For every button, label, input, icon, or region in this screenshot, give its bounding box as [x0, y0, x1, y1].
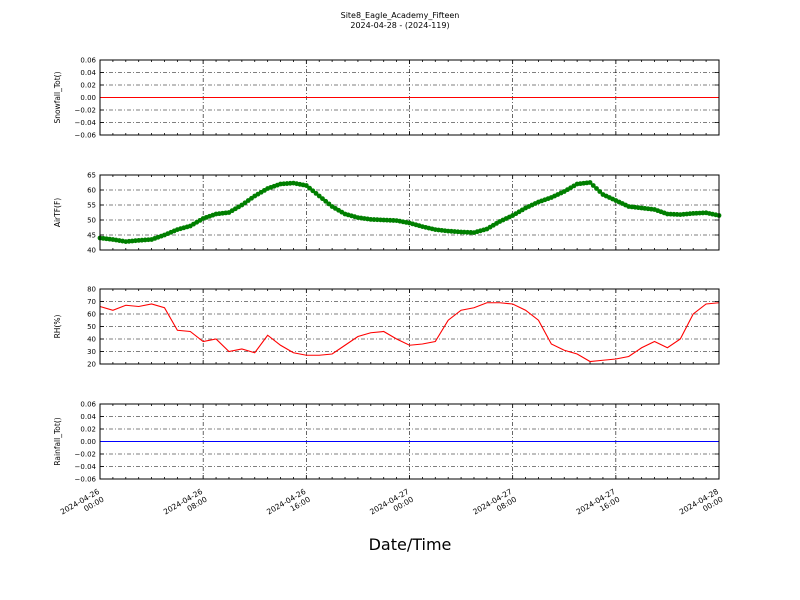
- y-tick-label: −0.04: [75, 119, 97, 127]
- data-point: [316, 193, 322, 199]
- y-tick-label: 50: [87, 323, 96, 331]
- plot-frame-4: [99, 403, 720, 480]
- y-tick-label: 40: [87, 336, 96, 344]
- y-axis-label-2: AirTF(F): [53, 198, 62, 227]
- data-point: [597, 189, 603, 194]
- x-tick-label: 2024-04-2608:00: [162, 487, 209, 524]
- y-axis-label-1: Snowfall_Tot(): [53, 71, 62, 123]
- y-axis-label-3: RH(%): [53, 315, 62, 339]
- y-tick-label: 0.02: [80, 82, 96, 90]
- data-point: [310, 188, 316, 194]
- y-tick-label: 0.00: [80, 438, 96, 446]
- series-line-3: [99, 302, 720, 363]
- data-point: [313, 190, 319, 196]
- x-tick-label: 2024-04-2600:00: [59, 487, 106, 524]
- data-point: [590, 183, 596, 188]
- y-tick-label: 30: [87, 348, 96, 356]
- y-tick-label: 0.00: [80, 94, 96, 102]
- x-axis-label: Date/Time: [369, 535, 452, 554]
- y-tick-label: 65: [87, 172, 96, 180]
- y-tick-label: 0.02: [80, 426, 96, 434]
- y-tick-label: 0.06: [80, 57, 96, 65]
- chart-subtitle: 2024-04-28 - (2024-119): [350, 21, 450, 30]
- y-tick-label: −0.02: [75, 451, 96, 459]
- x-tick-label: 2024-04-2700:00: [368, 487, 415, 524]
- data-point: [323, 198, 329, 204]
- x-tick-label: 2024-04-2800:00: [678, 487, 725, 524]
- plot-frame-3: [99, 288, 720, 365]
- data-point: [587, 180, 593, 185]
- data-point: [303, 183, 309, 188]
- data-point: [326, 201, 332, 207]
- y-tick-label: 80: [87, 286, 96, 294]
- y-tick-label: 60: [87, 311, 96, 319]
- plot-frame-2: [99, 174, 720, 251]
- data-point: [320, 196, 325, 202]
- y-tick-label: 70: [87, 298, 96, 306]
- data-point: [594, 186, 599, 191]
- y-tick-label: −0.06: [75, 476, 97, 484]
- x-tick-label: 2024-04-2716:00: [575, 487, 622, 524]
- chart-title-block: Site8_Eagle_Academy_Fifteen 2024-04-28 -…: [0, 11, 800, 31]
- x-tick-label: 2024-04-2708:00: [471, 487, 518, 524]
- x-tick-label: 2024-04-2616:00: [265, 487, 312, 524]
- y-tick-label: 50: [87, 217, 96, 225]
- y-tick-label: −0.02: [75, 107, 96, 115]
- y-tick-label: 0.04: [80, 69, 96, 77]
- y-tick-label: 55: [87, 202, 96, 210]
- y-tick-label: 0.04: [80, 413, 96, 421]
- y-tick-label: 60: [87, 187, 96, 195]
- y-axis-label-4: Rainfall_Tot(): [53, 417, 62, 465]
- y-tick-label: −0.06: [75, 132, 97, 140]
- y-tick-label: 0.06: [80, 401, 96, 409]
- plot-frame-1: [99, 59, 720, 136]
- y-tick-label: 45: [87, 232, 96, 240]
- data-point: [307, 185, 312, 191]
- chart-title: Site8_Eagle_Academy_Fifteen: [340, 11, 460, 20]
- y-tick-label: 20: [87, 361, 96, 369]
- y-tick-label: 40: [87, 247, 96, 255]
- y-tick-label: −0.04: [75, 463, 97, 471]
